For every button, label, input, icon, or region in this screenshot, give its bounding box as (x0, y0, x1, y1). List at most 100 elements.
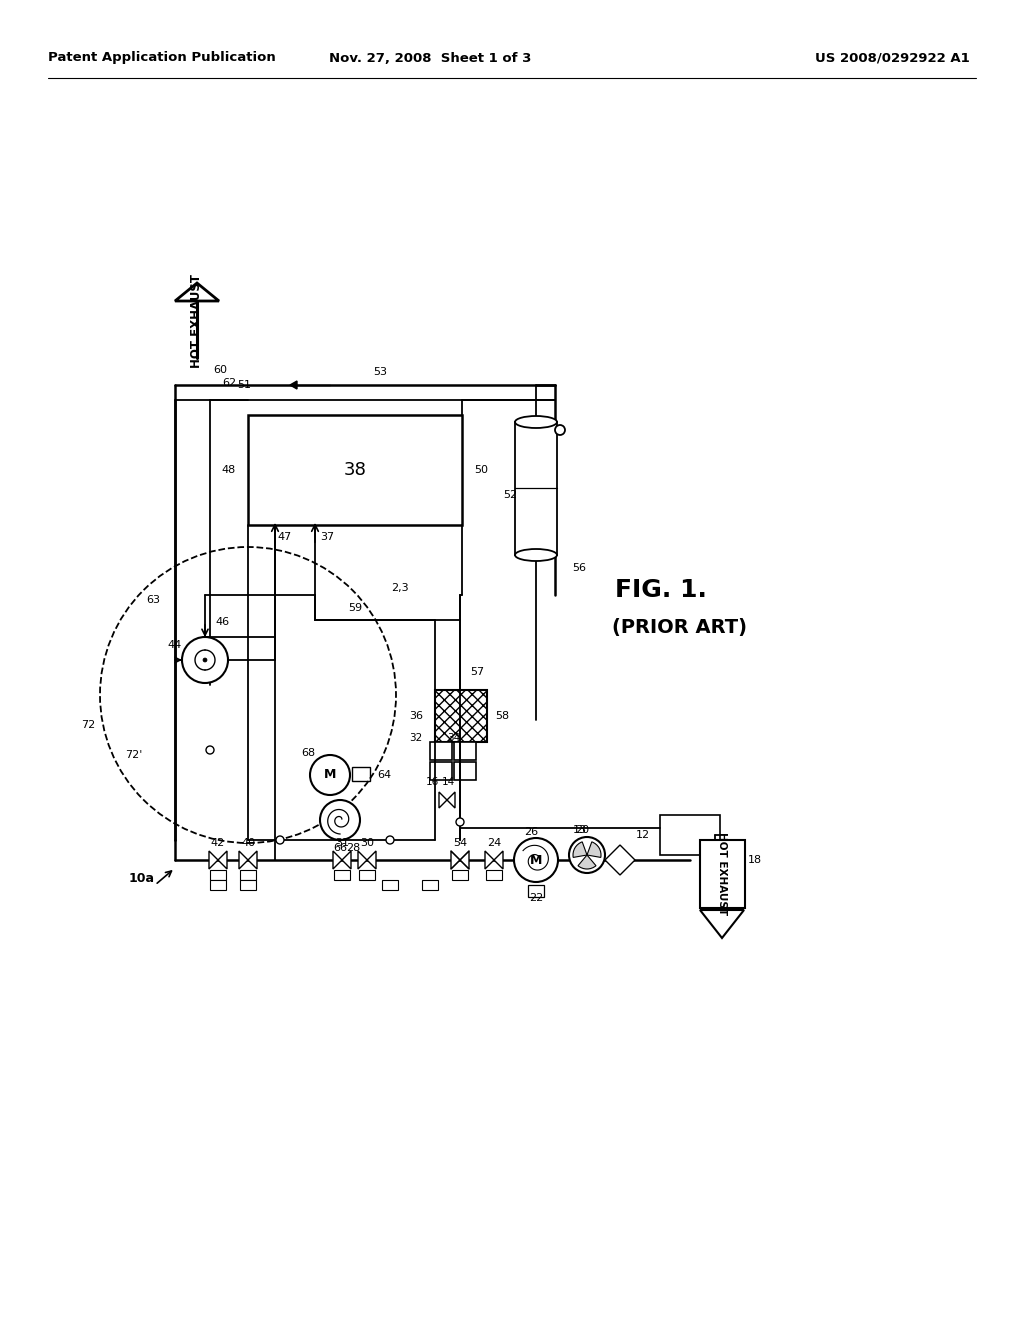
Polygon shape (439, 792, 455, 808)
Polygon shape (333, 851, 342, 869)
Text: 12: 12 (636, 830, 650, 840)
Circle shape (203, 657, 207, 663)
Text: 13: 13 (573, 825, 587, 836)
Text: 31: 31 (335, 838, 349, 847)
Text: 24: 24 (486, 838, 501, 847)
Circle shape (319, 800, 360, 840)
Text: 20: 20 (574, 825, 589, 836)
Bar (430, 762, 452, 780)
Text: 34: 34 (446, 733, 460, 743)
Bar (210, 870, 226, 880)
Bar (435, 690, 487, 742)
Text: 14: 14 (441, 777, 455, 787)
Wedge shape (587, 842, 601, 858)
Circle shape (182, 638, 228, 682)
Polygon shape (209, 851, 218, 869)
Text: (PRIOR ART): (PRIOR ART) (612, 619, 746, 638)
Bar (454, 762, 476, 780)
Text: US 2008/0292922 A1: US 2008/0292922 A1 (815, 51, 970, 65)
Ellipse shape (515, 416, 557, 428)
Text: 57: 57 (470, 667, 484, 677)
Text: 59: 59 (348, 603, 362, 612)
Polygon shape (451, 851, 460, 869)
Bar (515, 422, 557, 554)
Bar (240, 870, 256, 880)
Text: 63: 63 (146, 595, 160, 605)
Bar (359, 870, 375, 880)
Text: 68: 68 (301, 748, 315, 758)
Text: M: M (529, 854, 542, 866)
Polygon shape (439, 792, 455, 800)
Text: M: M (324, 768, 336, 781)
Text: 64: 64 (377, 770, 391, 780)
Text: 16: 16 (425, 777, 438, 787)
Ellipse shape (515, 549, 557, 561)
Text: 28: 28 (346, 843, 360, 853)
Text: 72: 72 (81, 719, 95, 730)
Text: 60: 60 (213, 366, 227, 375)
Text: 10a: 10a (129, 871, 155, 884)
Wedge shape (578, 855, 596, 869)
Polygon shape (218, 851, 227, 869)
Polygon shape (485, 851, 494, 869)
Wedge shape (573, 842, 587, 858)
Bar (486, 870, 502, 880)
Text: 2,3: 2,3 (391, 583, 409, 593)
Bar (452, 870, 468, 880)
Text: 30: 30 (360, 838, 374, 847)
Circle shape (206, 746, 214, 754)
Text: 44: 44 (168, 640, 182, 649)
Bar (210, 880, 226, 890)
Bar (240, 880, 256, 890)
Circle shape (276, 836, 284, 843)
Circle shape (456, 818, 464, 826)
Text: 66: 66 (333, 843, 347, 853)
Polygon shape (239, 851, 248, 869)
Text: 52: 52 (503, 490, 517, 500)
Text: 47: 47 (278, 532, 292, 543)
Polygon shape (175, 282, 219, 301)
Text: FIG. 1.: FIG. 1. (615, 578, 707, 602)
Polygon shape (700, 909, 744, 939)
Text: 22: 22 (528, 894, 543, 903)
Text: 46: 46 (216, 616, 230, 627)
Text: 32: 32 (409, 733, 422, 743)
Text: Patent Application Publication: Patent Application Publication (48, 51, 275, 65)
Bar (454, 742, 476, 760)
Polygon shape (342, 851, 351, 869)
Circle shape (386, 836, 394, 843)
Bar (528, 884, 544, 898)
Bar (334, 870, 350, 880)
Text: HOT EXHAUST: HOT EXHAUST (190, 275, 204, 368)
Polygon shape (367, 851, 376, 869)
Text: HOT EXHAUST: HOT EXHAUST (717, 833, 727, 916)
Text: 53: 53 (373, 367, 387, 378)
Bar (660, 814, 720, 855)
Text: 26: 26 (524, 828, 538, 837)
Polygon shape (248, 851, 257, 869)
Text: 54: 54 (453, 838, 467, 847)
Text: 40: 40 (241, 838, 255, 847)
Text: 72': 72' (125, 750, 142, 760)
Circle shape (514, 838, 558, 882)
Bar (382, 880, 398, 890)
Bar (352, 767, 370, 781)
Bar (700, 840, 745, 908)
Text: 38: 38 (344, 461, 367, 479)
Polygon shape (460, 851, 469, 869)
Polygon shape (439, 800, 455, 808)
Text: 18: 18 (748, 855, 762, 865)
Bar (248, 414, 462, 525)
Polygon shape (290, 381, 297, 389)
Text: 37: 37 (319, 532, 334, 543)
Polygon shape (605, 845, 635, 875)
Text: 50: 50 (474, 465, 488, 475)
Circle shape (310, 755, 350, 795)
Text: Nov. 27, 2008  Sheet 1 of 3: Nov. 27, 2008 Sheet 1 of 3 (329, 51, 531, 65)
Text: 36: 36 (409, 711, 423, 721)
Text: 56: 56 (572, 564, 586, 573)
Text: 48: 48 (222, 465, 236, 475)
Text: 58: 58 (495, 711, 509, 721)
Text: 51: 51 (237, 380, 251, 389)
Polygon shape (494, 851, 503, 869)
